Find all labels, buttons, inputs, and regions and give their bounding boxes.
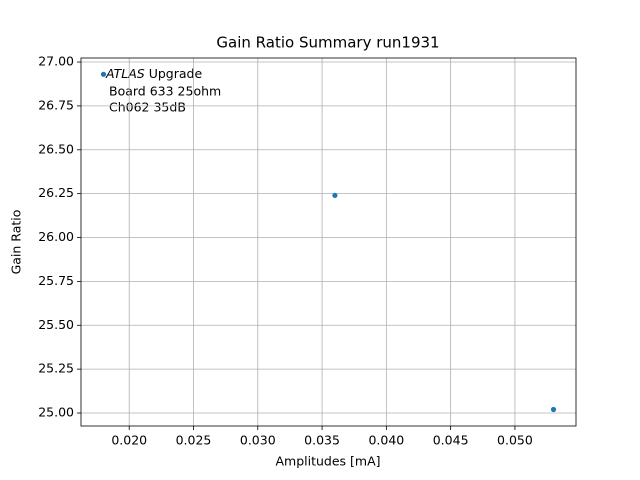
y-tick-label: 26.25 xyxy=(38,185,74,200)
y-tick-label: 26.50 xyxy=(38,141,74,156)
x-tick-label: 0.035 xyxy=(304,433,340,448)
y-tick-label: 27.00 xyxy=(38,54,74,69)
annotation: Board 633 25ohm xyxy=(109,84,221,99)
y-tick-label: 25.75 xyxy=(38,273,74,288)
x-tick-label: 0.040 xyxy=(368,433,404,448)
plot-frame xyxy=(80,57,577,427)
x-tick-label: 0.030 xyxy=(240,433,276,448)
x-tick-label: 0.045 xyxy=(433,433,469,448)
annotation-emphasis: ATLAS xyxy=(105,66,145,81)
point xyxy=(332,192,338,199)
x-tick-label: 0.020 xyxy=(111,433,147,448)
y-tick-label: 25.50 xyxy=(38,317,74,332)
chart-title: Gain Ratio Summary run1931 xyxy=(216,34,439,52)
y-tick-label: 26.75 xyxy=(38,97,74,112)
y-tick-label: 25.25 xyxy=(38,361,74,376)
point xyxy=(550,406,557,413)
y-tick-label: 26.00 xyxy=(38,229,74,244)
annotation: ATLAS Upgrade xyxy=(105,66,202,81)
x-axis-label: Amplitudes [mA] xyxy=(275,454,380,469)
x-tick-label: 0.025 xyxy=(176,433,212,448)
point xyxy=(100,71,107,77)
annotation-text: Upgrade xyxy=(149,66,203,81)
y-tick-label: 25.00 xyxy=(38,405,74,420)
y-axis-label: Gain Ratio xyxy=(9,210,24,275)
x-tick-label: 0.050 xyxy=(497,433,533,448)
annotation: Ch062 35dB xyxy=(109,100,186,115)
